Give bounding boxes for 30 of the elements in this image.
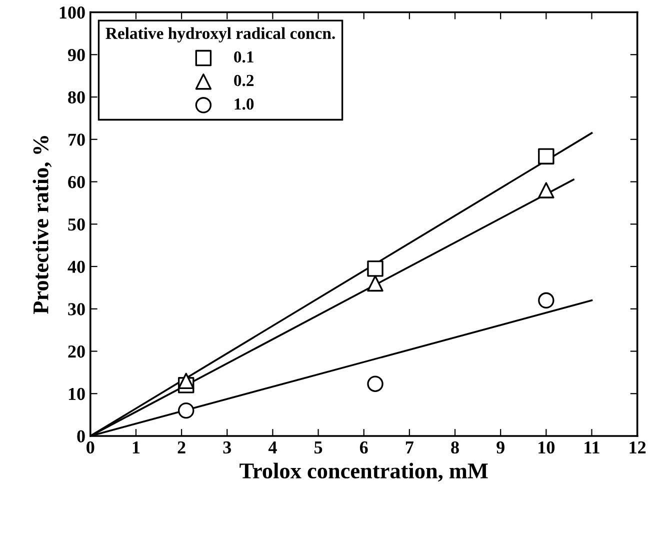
x-tick-label: 6 xyxy=(360,441,368,454)
x-tick-label: 7 xyxy=(406,442,414,454)
legend-label: 1.0 xyxy=(234,98,254,110)
x-tick-label: 1 xyxy=(132,441,140,454)
x-tick-label: 8 xyxy=(451,441,459,454)
legend-label: 0.1 xyxy=(234,51,254,63)
y-tick-label: 100 xyxy=(60,6,85,19)
y-tick-label: 0 xyxy=(77,430,85,442)
y-tick-label: 60 xyxy=(68,176,85,188)
x-tick-label: 10 xyxy=(538,441,554,454)
x-tick-label: 4 xyxy=(268,442,277,454)
x-tick-label: 2 xyxy=(178,441,186,454)
legend-label: 0.2 xyxy=(234,74,254,86)
x-tick-label: 9 xyxy=(496,441,504,454)
y-axis-title: Protective ratio, % xyxy=(32,136,52,314)
y-tick-label: 50 xyxy=(68,218,85,231)
y-tick-label: 40 xyxy=(68,260,85,273)
y-tick-label: 80 xyxy=(68,91,85,104)
y-tick-label: 10 xyxy=(68,388,85,400)
x-axis-title: Trolox concentration, mM xyxy=(240,462,488,482)
x-tick-label: 0 xyxy=(86,441,94,454)
x-tick-label: 3 xyxy=(223,441,232,454)
y-tick-label: 90 xyxy=(68,48,85,62)
x-tick-label: 5 xyxy=(314,442,322,454)
y-tick-label: 70 xyxy=(68,134,85,146)
y-tick-label: 30 xyxy=(68,303,85,316)
x-tick-label: 12 xyxy=(630,441,646,454)
legend-title: Relative hydroxyl radical concn. xyxy=(106,27,335,42)
x-tick-label: 11 xyxy=(584,441,600,454)
y-tick-label: 20 xyxy=(68,346,85,358)
